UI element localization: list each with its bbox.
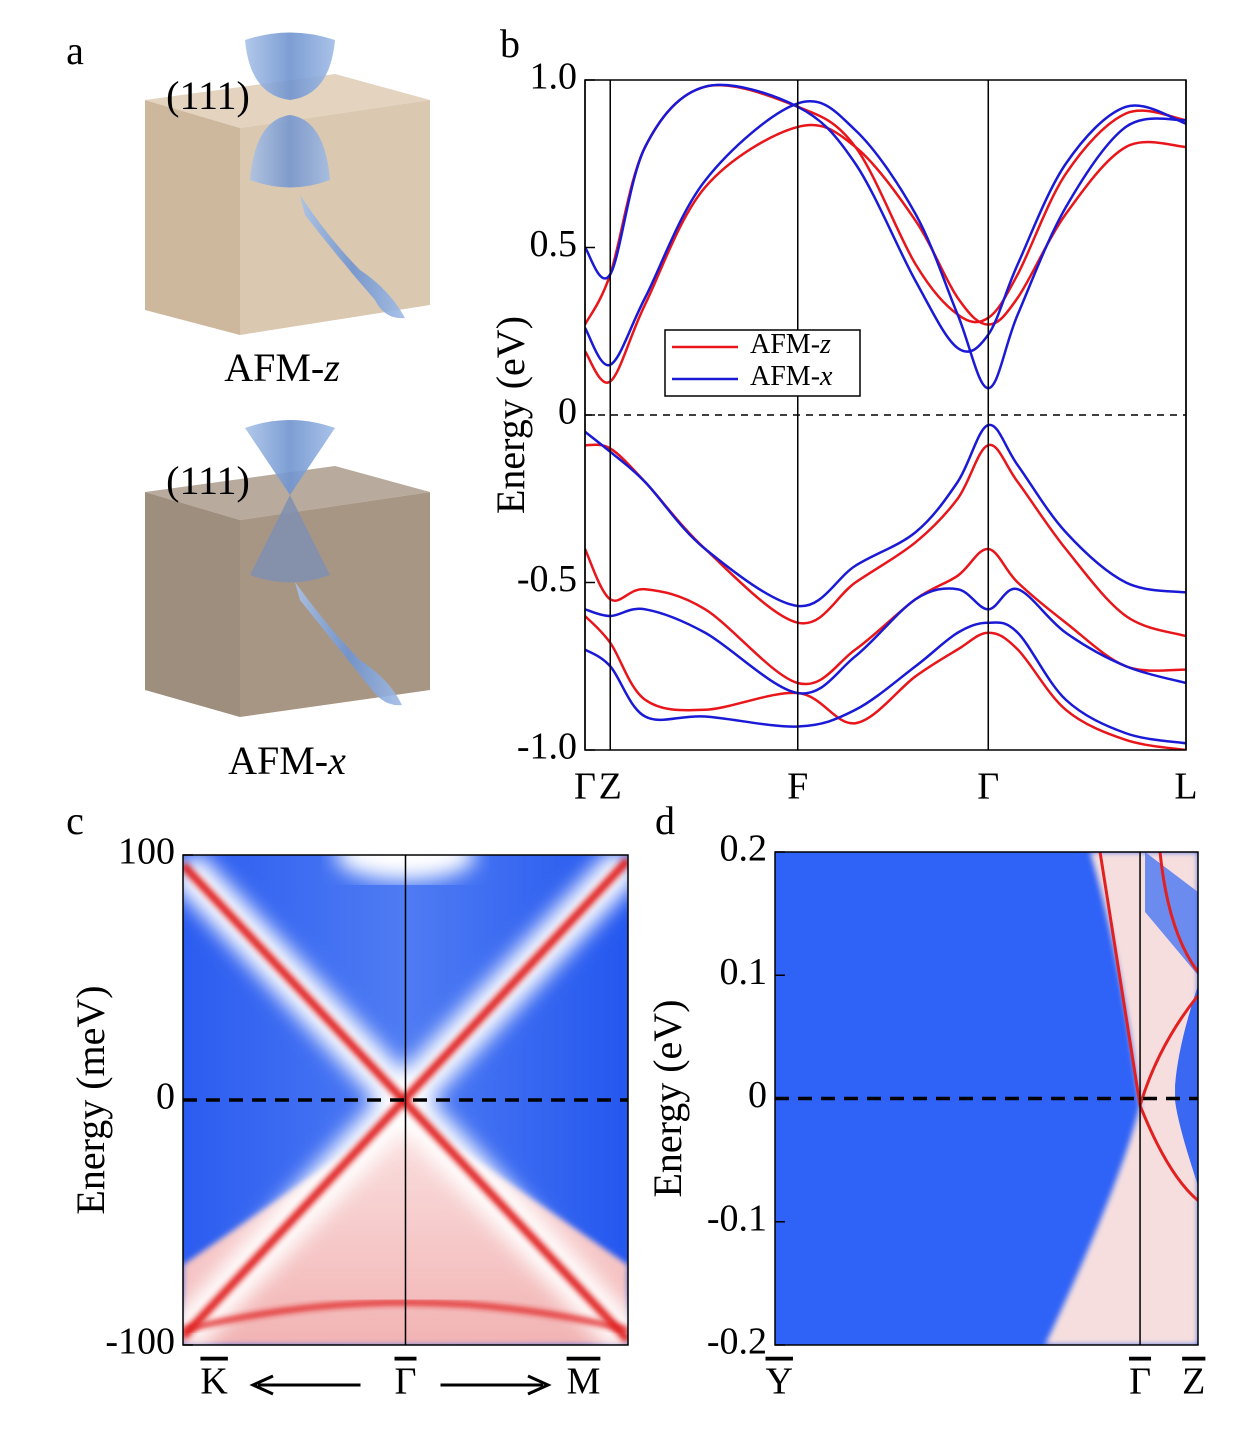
plot-area <box>585 83 1186 750</box>
band-line <box>585 621 1186 745</box>
band-line <box>585 123 1186 384</box>
heatmap-region <box>1175 985 1198 1186</box>
y-tick-label: 0.5 <box>530 223 578 265</box>
x-tick-label: Z <box>599 766 622 808</box>
surface-state <box>1098 852 1198 1202</box>
x-tick-label: Γ <box>1129 1361 1151 1403</box>
x-tick-label: M <box>567 1361 601 1403</box>
legend-label: AFM-z <box>750 329 831 360</box>
y-tick-label: -100 <box>105 1321 175 1363</box>
band-line <box>585 83 1186 353</box>
arrow <box>249 1374 361 1396</box>
x-tick-label: L <box>1174 766 1197 808</box>
y-tick-label: -0.2 <box>707 1321 767 1363</box>
x-tick-label: Γ <box>977 766 999 808</box>
panel-label: c <box>66 798 84 843</box>
band-line <box>585 547 1186 686</box>
panel-label: b <box>500 21 520 66</box>
y-tick-label: 0 <box>748 1074 767 1116</box>
heatmap-region <box>1045 852 1198 1345</box>
plot-frame <box>774 851 1199 1346</box>
legend-box <box>664 329 861 397</box>
surface-label: (111) <box>166 458 250 503</box>
y-tick-label: 0.2 <box>720 828 768 870</box>
y-axis-label: Energy (eV) <box>488 316 533 514</box>
y-tick-label: 0 <box>558 391 577 433</box>
y-tick-label: -0.1 <box>707 1197 767 1239</box>
y-tick-label: 0 <box>156 1076 175 1118</box>
caption: AFM-x <box>228 738 346 783</box>
x-tick-label: K <box>200 1361 228 1403</box>
band-line <box>585 100 1186 390</box>
x-tick-label: F <box>787 766 808 808</box>
surface-label: (111) <box>166 73 250 118</box>
panel-label: a <box>66 28 84 73</box>
y-axis-label: Energy (meV) <box>68 985 113 1214</box>
plot-frame <box>182 854 629 1346</box>
y-tick-label: -1.0 <box>517 726 577 768</box>
band-line <box>585 587 1186 695</box>
panel-label: d <box>655 798 675 843</box>
y-tick-label: 1.0 <box>530 56 578 98</box>
x-tick-label: Z <box>1182 1361 1205 1403</box>
caption: AFM-z <box>224 345 340 390</box>
band-line <box>585 443 1186 638</box>
x-tick-label: Γ <box>395 1361 417 1403</box>
cube-top <box>145 32 430 335</box>
x-tick-label: Y <box>766 1361 793 1403</box>
y-tick-label: 0.1 <box>720 951 768 993</box>
y-axis-label: Energy (eV) <box>645 999 690 1197</box>
y-tick-label: -0.5 <box>517 558 577 600</box>
cube-bottom <box>145 420 430 717</box>
band-line <box>585 615 1186 750</box>
x-tick-label: Γ <box>574 766 596 808</box>
band-line <box>585 423 1186 608</box>
legend-label: AFM-x <box>750 361 833 392</box>
band-line <box>585 84 1186 326</box>
y-tick-label: 100 <box>118 831 175 873</box>
arrow <box>440 1374 552 1396</box>
plot-frame <box>584 79 1187 751</box>
